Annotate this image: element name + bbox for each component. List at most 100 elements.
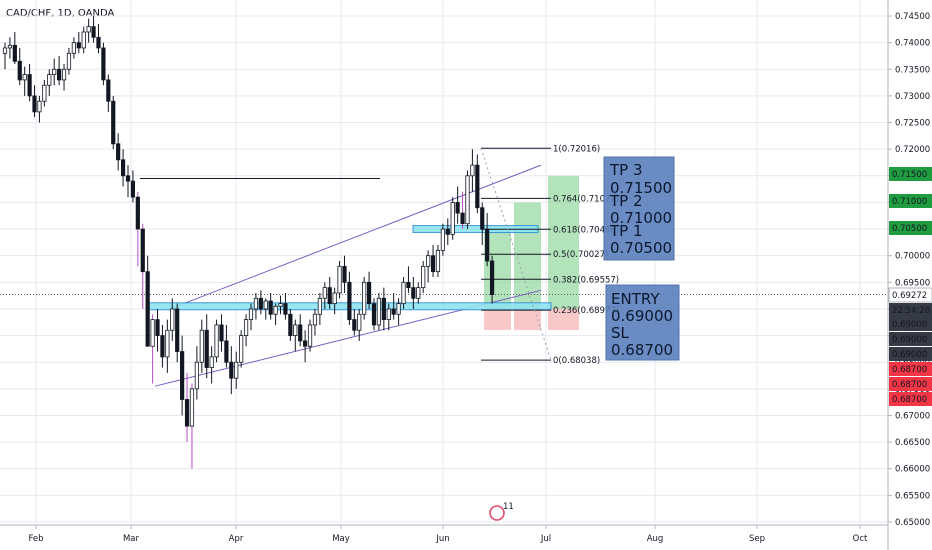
candle-body [155, 319, 160, 336]
candle-body [7, 44, 13, 49]
fib-level-label: 0.764(0.71077) [553, 194, 619, 204]
candle-body [125, 175, 131, 182]
price-label-bg [889, 377, 932, 391]
candle-body [317, 297, 322, 315]
candle-body [386, 308, 391, 320]
stop-loss-zone [514, 307, 541, 330]
x-tick-label: May [332, 534, 350, 544]
entry-text: SL [611, 324, 630, 342]
y-tick-label: 0.72000 [895, 145, 930, 155]
stop-loss-zone [548, 307, 579, 330]
candle-body [42, 84, 47, 102]
candle-body [150, 319, 155, 347]
candle-body [76, 42, 81, 49]
candle-body [426, 255, 431, 267]
x-tick-label: Sep [749, 534, 765, 544]
fib-level-label: 0.5(0.70027) [553, 250, 608, 260]
candle-body [376, 297, 382, 326]
candle-body [485, 228, 490, 262]
fib-level-label: 0.236(0.68977) [553, 306, 619, 316]
candle-body [22, 74, 27, 81]
x-tick-label: Aug [647, 534, 664, 544]
candle-body [327, 287, 332, 305]
candle-body [258, 297, 263, 310]
candle-body [17, 60, 22, 81]
candle-body [307, 324, 313, 347]
candle-body [273, 305, 278, 315]
candle-body [243, 319, 249, 336]
candle-body [248, 308, 254, 320]
entry-text: 0.69000 [611, 307, 673, 325]
candle-body [239, 335, 244, 363]
take-profit-text: TP 1 [609, 222, 643, 240]
candle-body [416, 287, 421, 299]
candle-body [288, 313, 293, 336]
take-profit-text: 0.71500 [610, 179, 672, 197]
candle-body [229, 361, 234, 379]
stop-loss-zone [484, 307, 511, 330]
candle-body [312, 313, 318, 326]
candle-body [101, 47, 106, 81]
candle-body [465, 175, 470, 225]
candle-body [214, 324, 219, 358]
candle-body [411, 287, 416, 299]
y-tick-label: 0.73000 [895, 92, 930, 102]
candle-body [204, 329, 209, 368]
candle-body [347, 281, 352, 321]
take-profit-box [603, 156, 675, 261]
candle-body [366, 281, 372, 305]
candle-body [224, 340, 229, 363]
candle-body [460, 212, 465, 225]
candle-body [199, 329, 204, 363]
candle-body [145, 271, 150, 347]
candle-body [401, 281, 406, 305]
candle-body [106, 79, 111, 102]
candle-body [219, 324, 224, 342]
candle-body [475, 164, 480, 209]
chart-title: CAD/CHF, 1D, OANDA [6, 8, 115, 19]
candle-body [298, 324, 303, 342]
entry-text: ENTRY [611, 290, 660, 308]
candle-body [278, 303, 283, 307]
price-label: 0.69000 [892, 335, 927, 345]
candle-body [480, 207, 485, 230]
y-tick-label: 0.66000 [895, 465, 930, 475]
take-profit-text: 0.70500 [610, 239, 672, 257]
entry-text: 0.68700 [611, 341, 673, 359]
candle-body [293, 324, 298, 336]
candle-body [357, 313, 362, 331]
candle-body [111, 100, 116, 145]
price-label: 0.68700 [892, 395, 927, 405]
candle-body [140, 228, 145, 273]
candle-body [96, 36, 101, 49]
candle-body [160, 335, 165, 358]
candle-body [170, 308, 175, 331]
candle-body [2, 47, 8, 54]
fib-level-label: 0.382(0.69557) [553, 275, 619, 285]
price-label-bg [889, 392, 932, 406]
x-tick-label: Jul [540, 534, 551, 544]
candle-body [263, 300, 268, 310]
price-label: 0.71500 [892, 170, 927, 180]
candle-body [81, 31, 86, 49]
fib-level-label: 1(0.72016) [553, 144, 600, 154]
candle-body [391, 308, 396, 315]
candle-body [209, 356, 214, 368]
candle-body [120, 159, 126, 177]
candle-body [165, 329, 170, 358]
candle-body [57, 68, 62, 81]
candle-body [71, 42, 76, 54]
x-tick-label: Oct [853, 534, 868, 544]
candle-body [66, 52, 72, 70]
price-label-bg [889, 194, 932, 208]
x-tick-label: Jun [435, 534, 449, 544]
ideas-badge-icon [489, 505, 505, 521]
candle-body [268, 300, 273, 315]
candle-body [470, 164, 475, 177]
y-tick-label: 0.73500 [895, 65, 930, 75]
price-label-bg [889, 317, 932, 331]
y-tick-label: 0.65500 [895, 491, 930, 501]
take-profit-text: 0.71000 [610, 209, 672, 227]
fib-level-label: 0(0.68038) [553, 356, 600, 366]
